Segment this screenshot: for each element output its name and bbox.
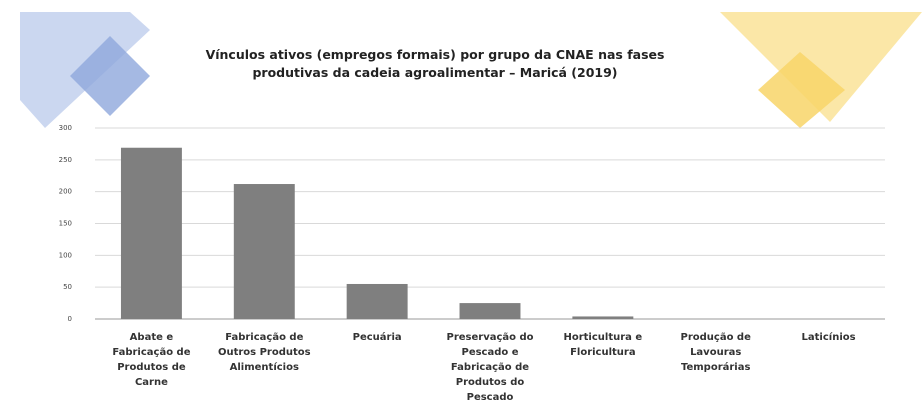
bar — [459, 303, 521, 319]
x-tick-label: Produção de Lavouras Temporárias — [680, 332, 751, 373]
y-tick-label: 150 — [59, 220, 72, 228]
y-tick-label: 50 — [63, 283, 72, 291]
chart-title: Vínculos ativos (empregos formais) por g… — [205, 47, 665, 80]
y-tick-label: 250 — [59, 156, 72, 164]
bar — [572, 316, 634, 319]
x-tick-label: Laticínios — [801, 332, 856, 343]
bar — [120, 147, 182, 319]
x-tick-label: Abate e Fabricação de Produtos de Carne — [112, 332, 191, 388]
x-tick-label: Pecuária — [352, 332, 402, 343]
y-tick-label: 0 — [68, 315, 72, 323]
y-tick-label: 200 — [59, 188, 72, 196]
y-tick-label: 100 — [59, 251, 72, 259]
x-tick-label: Preservação do Pescado e Fabricação de P… — [446, 332, 534, 403]
bar — [346, 283, 408, 319]
x-tick-label: Horticultura e Floricultura — [563, 332, 643, 358]
bar — [233, 184, 295, 319]
x-tick-label: Fabricação de Outros Produtos Alimentíci… — [217, 332, 311, 373]
y-tick-label: 300 — [59, 124, 72, 132]
decoration — [20, 12, 922, 128]
